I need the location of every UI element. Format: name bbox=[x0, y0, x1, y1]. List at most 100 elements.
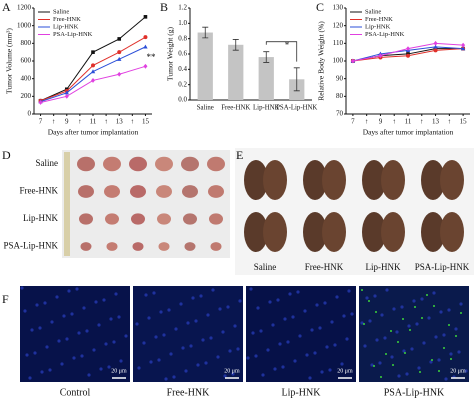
tumor bbox=[103, 156, 121, 172]
nucleus bbox=[432, 291, 436, 295]
marker bbox=[90, 69, 96, 74]
nucleus bbox=[92, 348, 96, 352]
nucleus bbox=[375, 338, 379, 342]
marker bbox=[64, 93, 69, 99]
lung bbox=[303, 212, 327, 252]
scale-bar: 20 μm bbox=[111, 368, 127, 374]
nucleus bbox=[392, 307, 396, 311]
nucleus bbox=[167, 308, 171, 312]
nucleus bbox=[310, 328, 314, 332]
legend-label: PSA-Lip-HNK bbox=[53, 31, 93, 38]
nucleus bbox=[400, 305, 404, 309]
nucleus bbox=[72, 356, 76, 360]
nucleus bbox=[55, 295, 59, 299]
tumor bbox=[130, 185, 146, 198]
nucleus bbox=[204, 361, 208, 365]
nucleus bbox=[236, 347, 240, 351]
marker bbox=[461, 42, 466, 48]
error-bar bbox=[232, 39, 239, 51]
nucleus bbox=[315, 303, 319, 307]
nucleus bbox=[407, 324, 411, 328]
marker bbox=[378, 53, 383, 59]
nucleus bbox=[147, 316, 151, 320]
nucleus bbox=[30, 328, 34, 332]
nucleus bbox=[380, 313, 384, 317]
nucleus bbox=[325, 345, 329, 349]
nucleus bbox=[117, 315, 121, 319]
x-tick-label: PSA-Lip-HNK bbox=[276, 105, 317, 112]
green-signal bbox=[448, 324, 450, 326]
tumor bbox=[209, 213, 223, 225]
nucleus bbox=[276, 298, 280, 302]
row-label: Saline bbox=[36, 158, 59, 168]
nucleus bbox=[283, 317, 287, 321]
nucleus bbox=[373, 294, 377, 298]
lung bbox=[440, 212, 464, 252]
x-tick-label: ↑ bbox=[365, 118, 369, 126]
x-tick-label: 9 bbox=[379, 118, 383, 126]
nucleus bbox=[77, 331, 81, 335]
green-signal bbox=[363, 323, 365, 325]
green-signal bbox=[385, 353, 387, 355]
lung bbox=[440, 160, 464, 200]
nucleus bbox=[137, 366, 141, 370]
tumor bbox=[207, 156, 225, 172]
nucleus bbox=[293, 359, 297, 363]
lung bbox=[322, 160, 346, 200]
green-signal bbox=[438, 370, 440, 372]
tumor bbox=[131, 213, 145, 225]
nucleus bbox=[296, 290, 300, 294]
nucleus bbox=[303, 309, 307, 313]
marker bbox=[64, 90, 69, 95]
marker bbox=[143, 44, 148, 49]
nucleus bbox=[179, 302, 183, 306]
nucleus bbox=[410, 347, 414, 351]
nucleus bbox=[20, 286, 24, 290]
nucleus bbox=[82, 306, 86, 310]
y-tick-label: 130 bbox=[333, 4, 344, 12]
row-label: Free-HNK bbox=[20, 186, 59, 196]
nucleus bbox=[231, 372, 235, 376]
row-label: Lip-HNK bbox=[23, 213, 58, 223]
x-tick-label: 11 bbox=[90, 118, 97, 126]
marker bbox=[350, 58, 355, 64]
y-tick-label: 110 bbox=[333, 39, 344, 47]
nucleus bbox=[368, 319, 372, 323]
nucleus bbox=[273, 367, 277, 371]
scale-bar: 20 μm bbox=[450, 368, 466, 374]
tumor bbox=[79, 213, 93, 225]
marker bbox=[117, 50, 122, 55]
legend-label: Lip-HNK bbox=[365, 23, 391, 30]
significance-bracket bbox=[265, 41, 298, 62]
green-signal bbox=[409, 329, 411, 331]
panel-letter: E bbox=[236, 148, 243, 162]
nucleus bbox=[228, 349, 232, 353]
marker bbox=[460, 46, 466, 51]
tumor bbox=[182, 185, 198, 198]
y-axis-label: Tumor Weight (g) bbox=[166, 27, 175, 81]
nucleus bbox=[102, 298, 106, 302]
green-signal bbox=[431, 359, 433, 361]
nucleus bbox=[454, 327, 458, 331]
green-signal bbox=[375, 311, 377, 313]
bar bbox=[197, 32, 213, 100]
x-tick-label: 11 bbox=[405, 118, 412, 126]
nucleus bbox=[370, 363, 374, 367]
nucleus bbox=[35, 303, 39, 307]
nucleus bbox=[249, 287, 253, 291]
panel-letter: A bbox=[2, 0, 11, 14]
y-tick-label: 0.8 bbox=[178, 34, 187, 42]
tumor bbox=[78, 185, 94, 198]
nucleus bbox=[288, 292, 292, 296]
lung-label: Saline bbox=[254, 262, 277, 272]
nucleus bbox=[184, 369, 188, 373]
nucleus bbox=[149, 360, 153, 364]
tumor bbox=[210, 242, 222, 251]
y-tick-label: 1.0 bbox=[178, 19, 187, 27]
lung bbox=[244, 212, 268, 252]
x-tick-label: ↑ bbox=[52, 118, 56, 126]
tumor bbox=[156, 185, 172, 198]
panel-letter: B bbox=[160, 0, 168, 14]
x-tick-label: 15 bbox=[460, 118, 468, 126]
nucleus bbox=[25, 353, 29, 357]
